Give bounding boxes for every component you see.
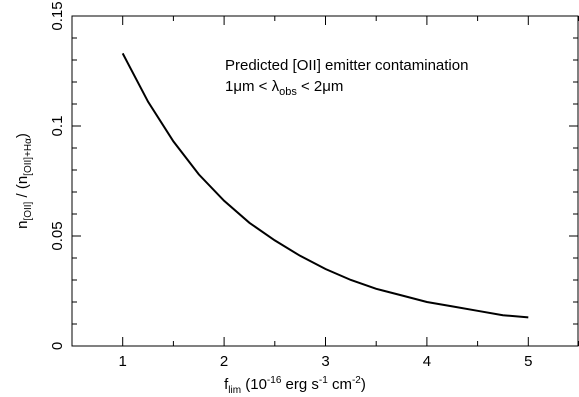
xlabel-f: f: [224, 376, 229, 393]
y-tick-label: 0.05: [49, 221, 66, 250]
tick-labels: 1 2 3 4 5 0 0.05 0.1 0.15: [49, 1, 532, 370]
ylabel-mid: / (n: [14, 176, 31, 202]
ylabel-sub-oii: [OII]: [23, 201, 34, 220]
x-tick-label: 2: [220, 353, 228, 370]
annotation-line-2: 1μm < λobs < 2μm: [225, 78, 343, 98]
series-line: [121, 52, 529, 319]
xlabel-unit-1: (10: [241, 376, 267, 393]
y-tick-label: 0.1: [49, 116, 66, 137]
xlabel-unit-3: cm: [328, 376, 352, 393]
y-tick-label: 0: [49, 342, 66, 350]
x-tick-label: 1: [119, 353, 127, 370]
ylabel-n: n: [14, 221, 31, 229]
ylabel-close: ): [14, 133, 31, 138]
x-tick-label: 5: [524, 353, 532, 370]
xlabel-unit-2: erg s: [281, 376, 319, 393]
x-tick-label: 4: [423, 353, 431, 370]
xlabel-sup-16: -16: [267, 375, 282, 386]
ylabel-sub-oii-ha: [OII]+Hα: [23, 138, 34, 176]
annotation-range-start: 1μm < λ: [225, 78, 280, 95]
xlabel-close: ): [361, 376, 366, 393]
annotation-range-end: < 2μm: [297, 78, 344, 95]
axis-ticks: [71, 15, 579, 347]
annotation-lambda-subscript: obs: [279, 86, 297, 98]
xlabel-sub-lim: lim: [228, 385, 241, 396]
x-tick-label: 3: [321, 353, 329, 370]
y-axis-label: n[OII] / (n[OII]+Hα): [14, 133, 34, 229]
xlabel-sup-1: -1: [319, 375, 328, 386]
x-axis-label: flim (10-16 erg s-1 cm-2): [224, 375, 366, 396]
xlabel-sup-2: -2: [352, 375, 361, 386]
y-tick-label: 0.15: [49, 1, 66, 30]
annotation-line-1: Predicted [OII] emitter contamination: [225, 57, 468, 74]
